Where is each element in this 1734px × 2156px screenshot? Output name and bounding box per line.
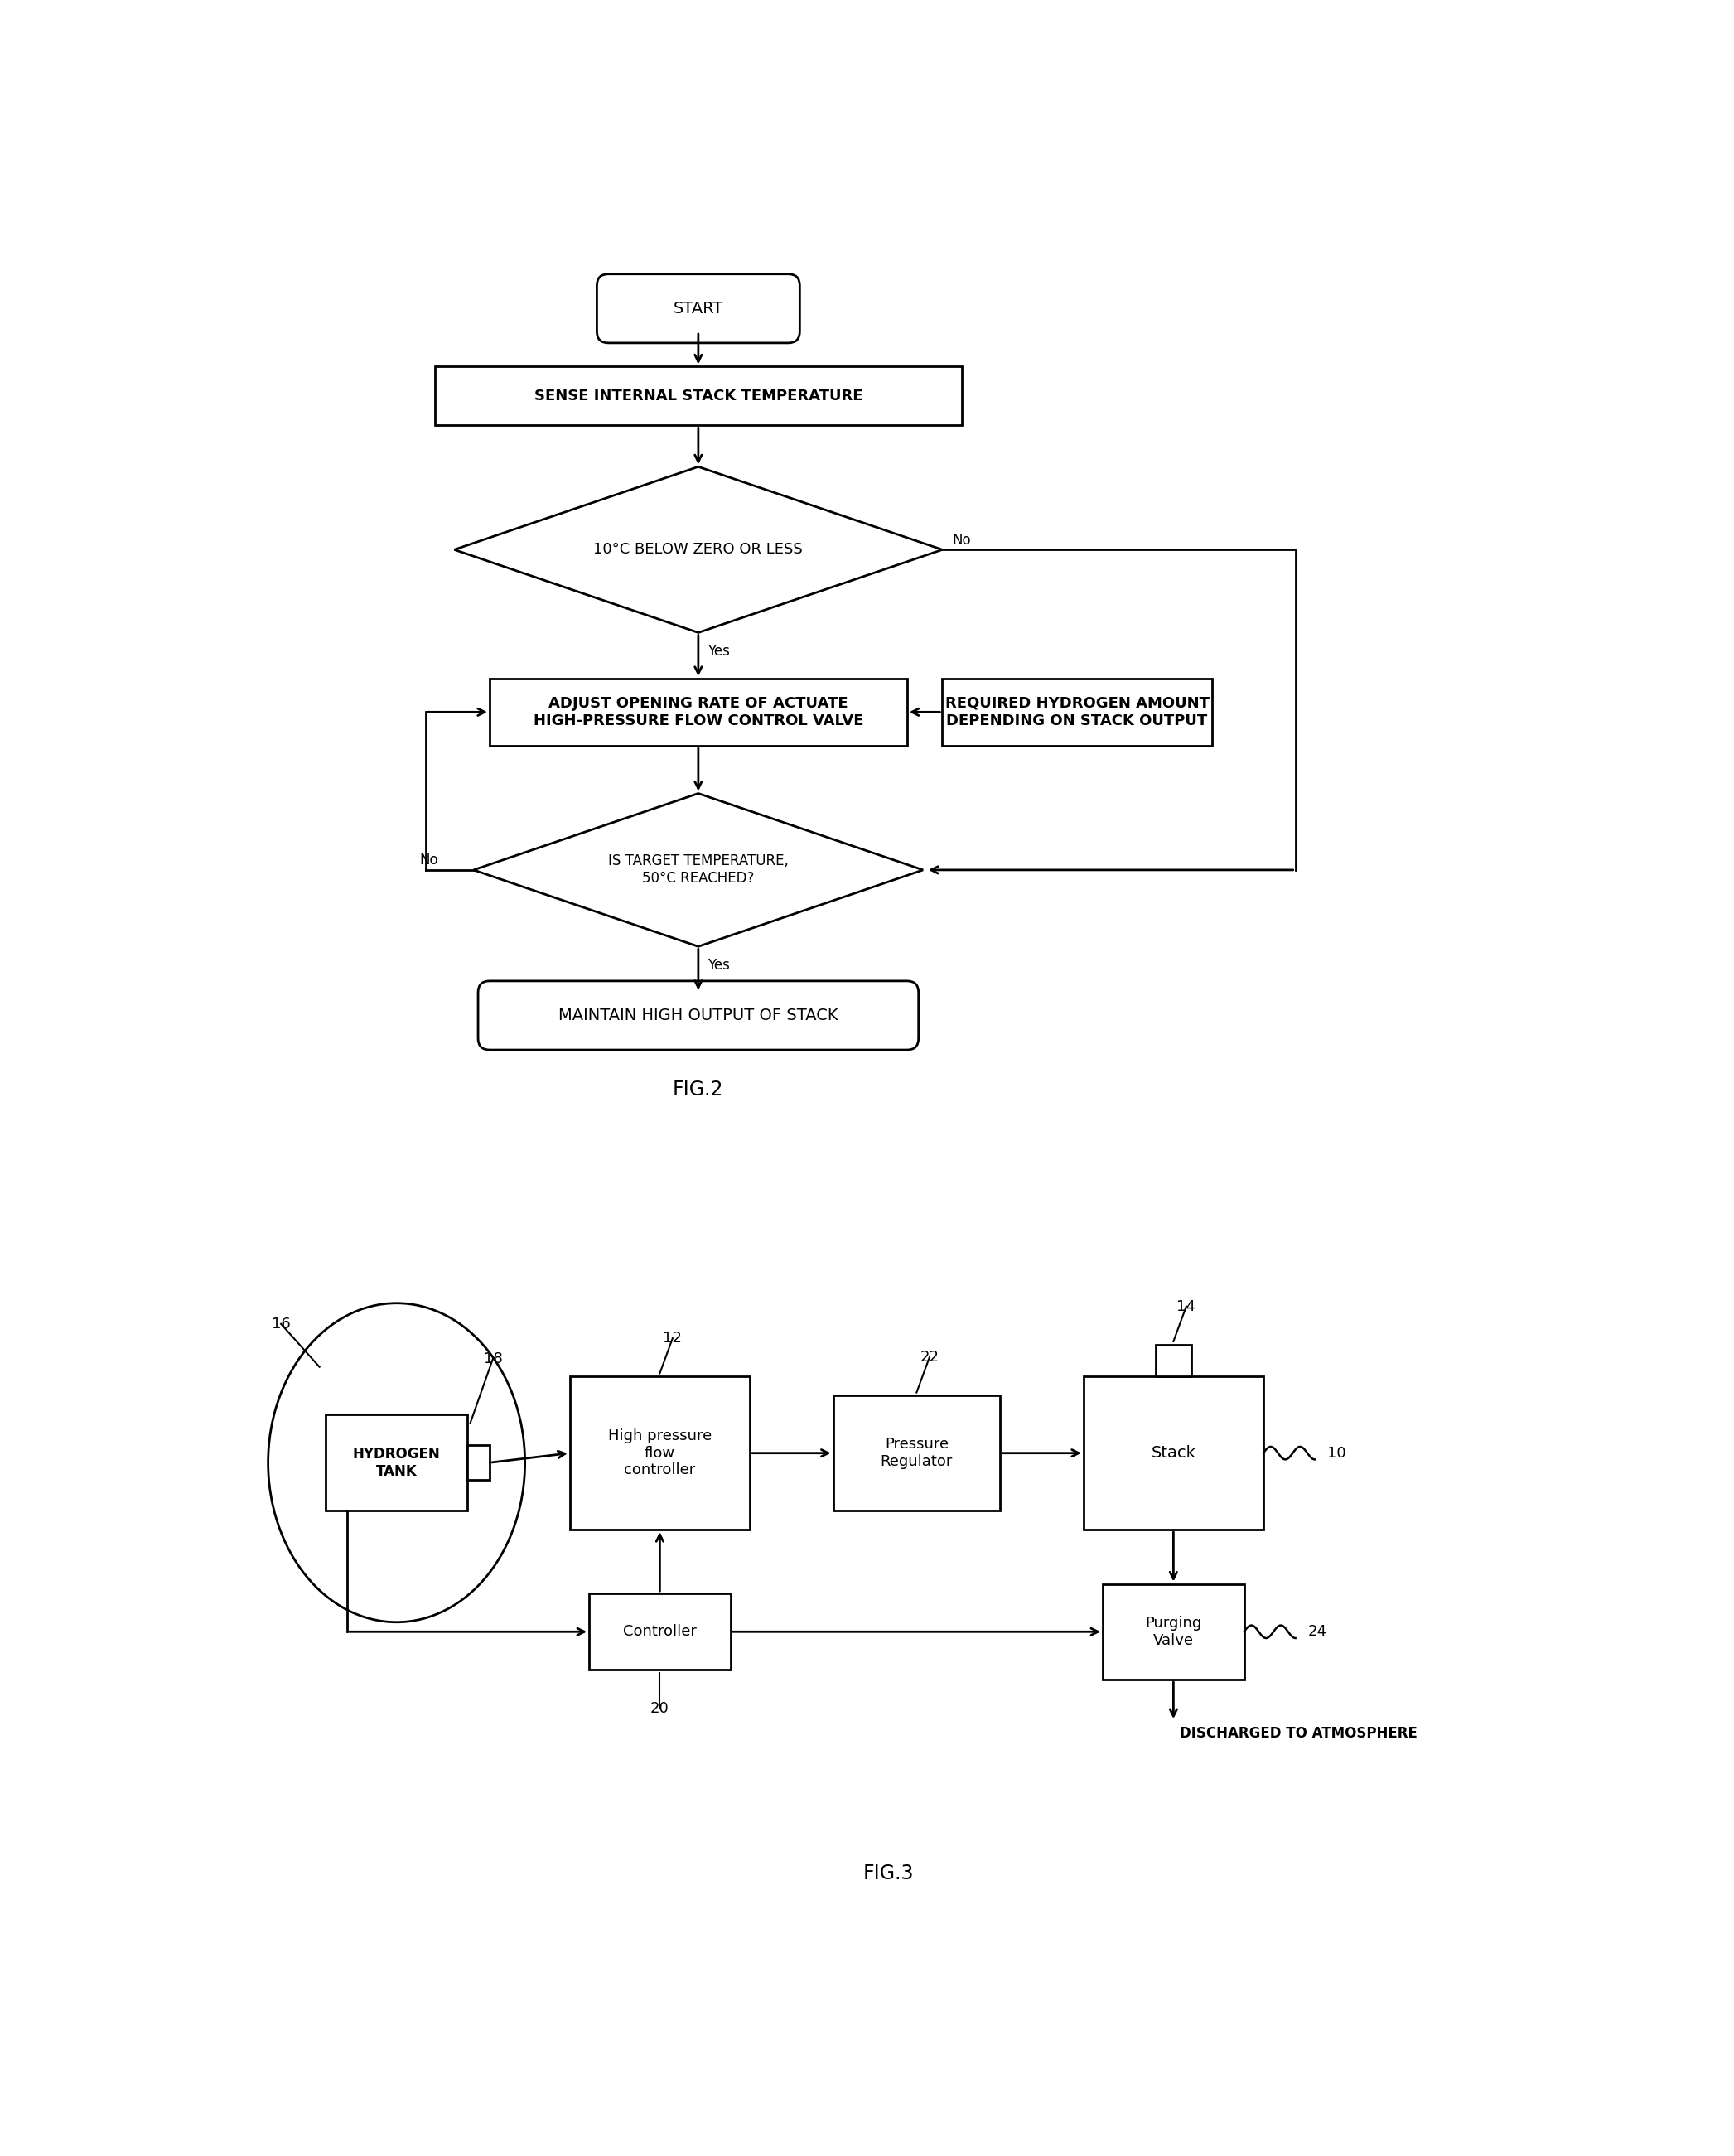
Text: REQUIRED HYDROGEN AMOUNT
DEPENDING ON STACK OUTPUT: REQUIRED HYDROGEN AMOUNT DEPENDING ON ST… — [945, 696, 1209, 729]
Text: HYDROGEN
TANK: HYDROGEN TANK — [352, 1447, 440, 1479]
Text: No: No — [420, 854, 439, 869]
Polygon shape — [454, 466, 942, 632]
Text: FIG.2: FIG.2 — [673, 1080, 723, 1100]
Text: Yes: Yes — [707, 645, 730, 660]
Text: FIG.3: FIG.3 — [864, 1865, 914, 1884]
Text: 20: 20 — [650, 1701, 669, 1716]
FancyBboxPatch shape — [570, 1376, 749, 1529]
FancyBboxPatch shape — [1084, 1376, 1264, 1529]
FancyBboxPatch shape — [1103, 1585, 1243, 1680]
Text: Purging
Valve: Purging Valve — [1144, 1615, 1202, 1647]
Text: 10: 10 — [1328, 1447, 1346, 1460]
Text: 16: 16 — [272, 1317, 290, 1332]
Text: Controller: Controller — [623, 1623, 697, 1639]
Text: DISCHARGED TO ATMOSPHERE: DISCHARGED TO ATMOSPHERE — [1179, 1727, 1417, 1742]
Text: No: No — [952, 533, 971, 548]
Text: Yes: Yes — [707, 957, 730, 972]
Text: High pressure
flow
controller: High pressure flow controller — [609, 1429, 711, 1477]
FancyBboxPatch shape — [326, 1414, 466, 1511]
Text: MAINTAIN HIGH OUTPUT OF STACK: MAINTAIN HIGH OUTPUT OF STACK — [558, 1007, 838, 1024]
Text: 14: 14 — [1177, 1298, 1196, 1313]
Text: Stack: Stack — [1151, 1445, 1196, 1462]
FancyBboxPatch shape — [832, 1395, 1001, 1511]
FancyBboxPatch shape — [590, 1593, 730, 1671]
FancyBboxPatch shape — [466, 1445, 489, 1481]
Text: IS TARGET TEMPERATURE,
50°C REACHED?: IS TARGET TEMPERATURE, 50°C REACHED? — [609, 854, 789, 886]
Text: 24: 24 — [1307, 1623, 1327, 1639]
FancyBboxPatch shape — [942, 679, 1212, 746]
Text: 22: 22 — [921, 1350, 940, 1365]
Text: 12: 12 — [662, 1330, 681, 1345]
FancyBboxPatch shape — [479, 981, 919, 1050]
FancyBboxPatch shape — [596, 274, 799, 343]
Text: 10°C BELOW ZERO OR LESS: 10°C BELOW ZERO OR LESS — [593, 541, 803, 556]
FancyBboxPatch shape — [435, 367, 962, 425]
Text: ADJUST OPENING RATE OF ACTUATE
HIGH-PRESSURE FLOW CONTROL VALVE: ADJUST OPENING RATE OF ACTUATE HIGH-PRES… — [534, 696, 864, 729]
Ellipse shape — [269, 1302, 525, 1621]
Text: SENSE INTERNAL STACK TEMPERATURE: SENSE INTERNAL STACK TEMPERATURE — [534, 388, 862, 403]
FancyBboxPatch shape — [489, 679, 907, 746]
Polygon shape — [473, 793, 922, 946]
FancyBboxPatch shape — [1157, 1345, 1191, 1376]
Text: START: START — [673, 300, 723, 317]
Text: Pressure
Regulator: Pressure Regulator — [881, 1438, 952, 1468]
Text: 18: 18 — [484, 1352, 503, 1367]
